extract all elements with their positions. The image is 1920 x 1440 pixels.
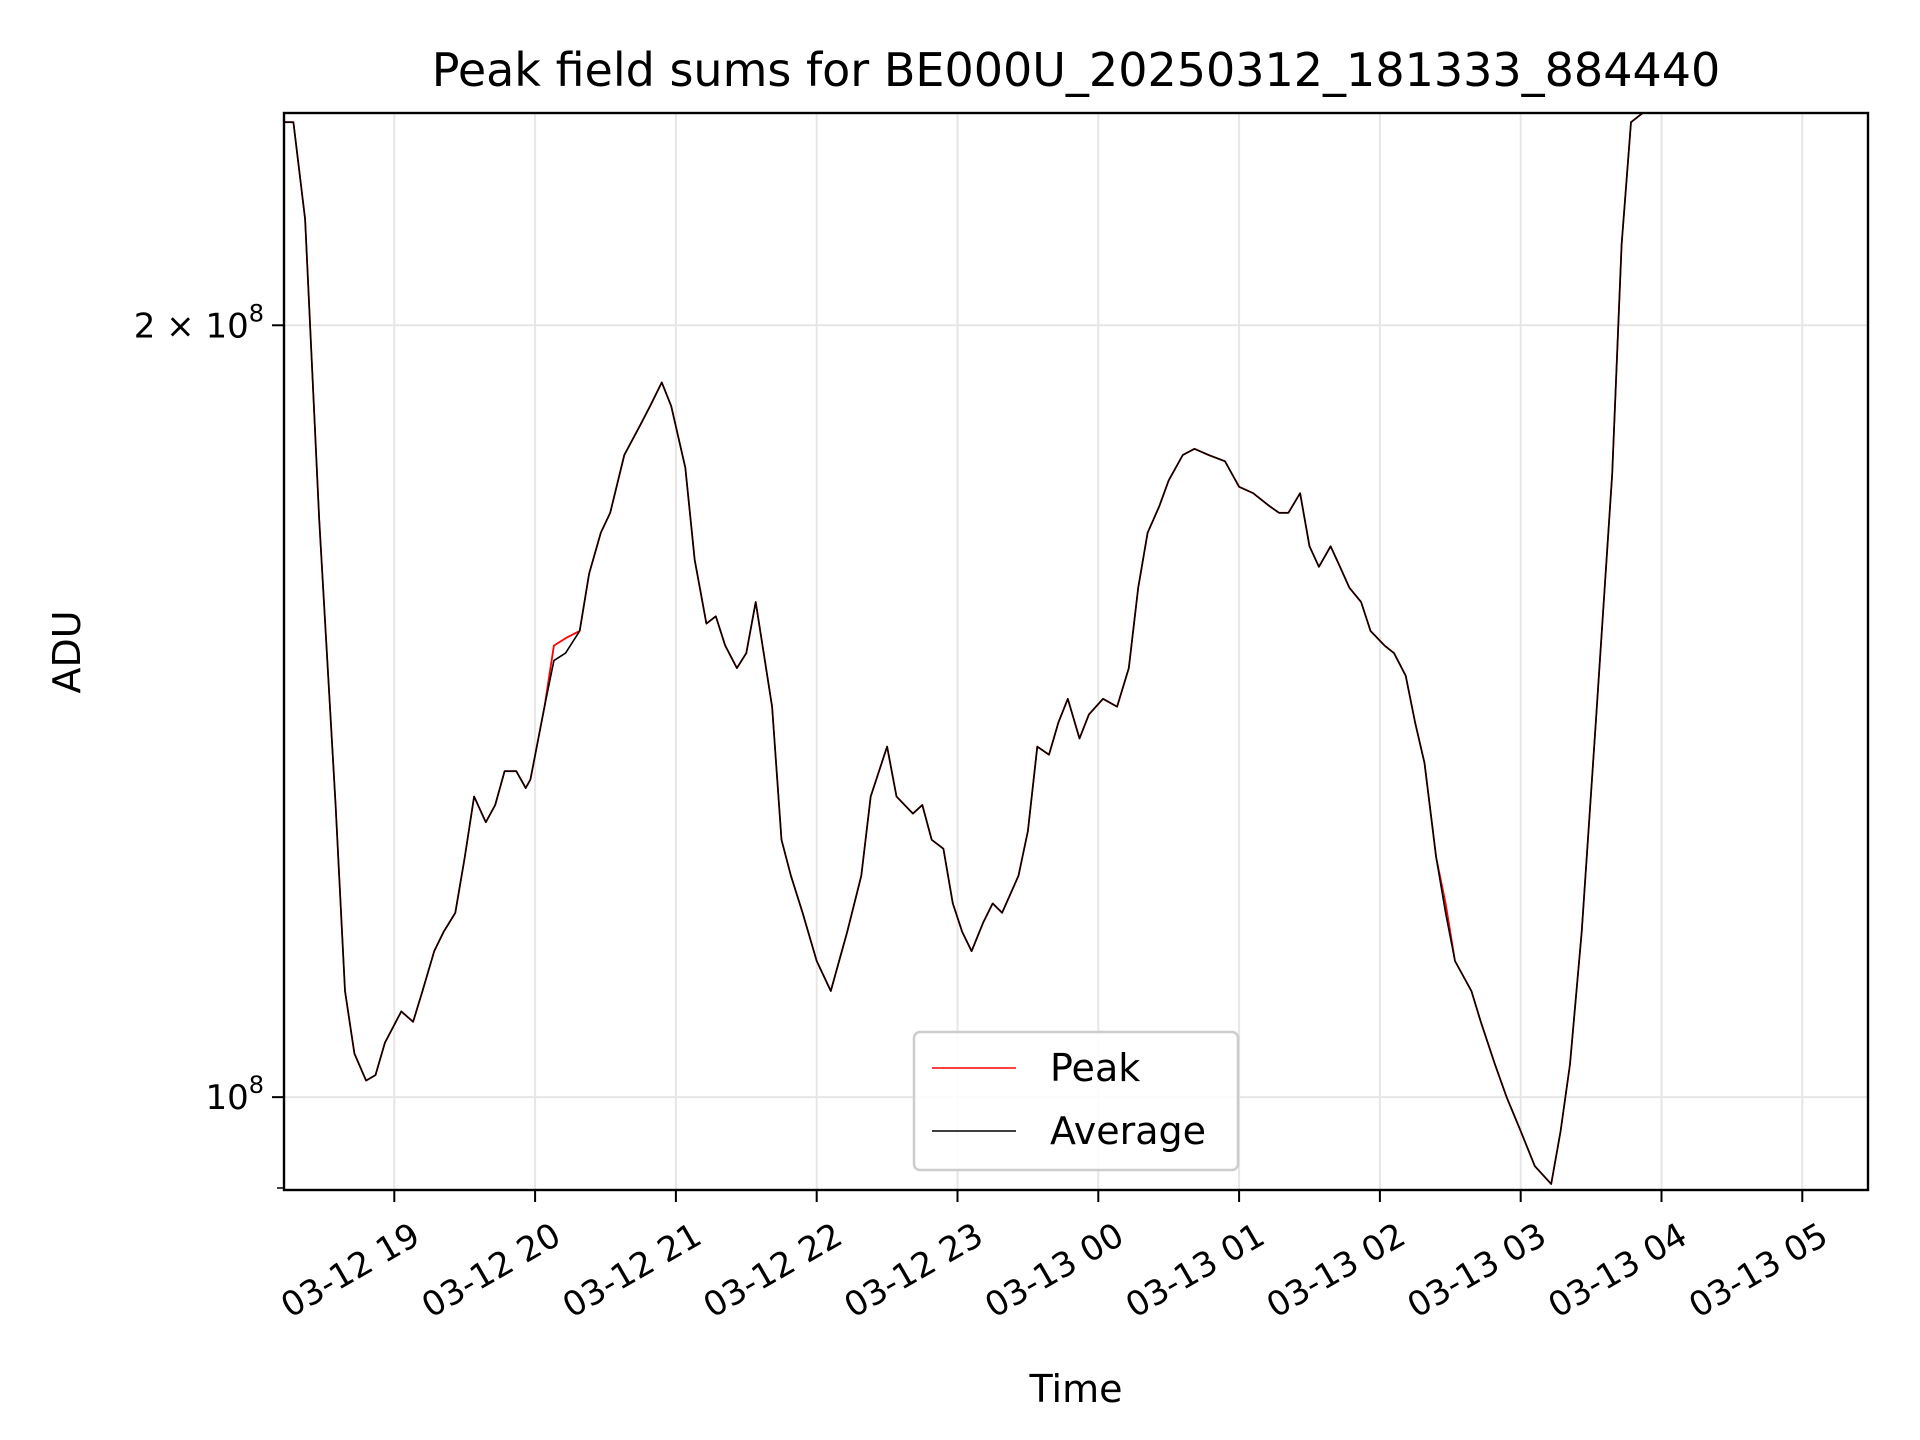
y-axis-ticks: 108 2 × 108: [134, 299, 284, 1189]
legend-label-average: Average: [1050, 1109, 1206, 1153]
plot-frame: [282, 111, 1870, 1192]
y-axis-label: ADU: [45, 610, 89, 693]
legend: Peak Average: [912, 1030, 1240, 1172]
grid: [284, 113, 1868, 1190]
y-tick-label: 108: [205, 1071, 264, 1118]
chart-title: Peak field sums for BE000U_20250312_1813…: [432, 43, 1721, 97]
series-lines: [284, 112, 1653, 1185]
legend-label-peak: Peak: [1050, 1046, 1140, 1090]
y-tick-label: 2 × 108: [134, 299, 264, 346]
legend-box: [912, 1030, 1240, 1172]
series-line-average: [284, 112, 1653, 1185]
x-axis-label: Time: [1029, 1367, 1123, 1411]
